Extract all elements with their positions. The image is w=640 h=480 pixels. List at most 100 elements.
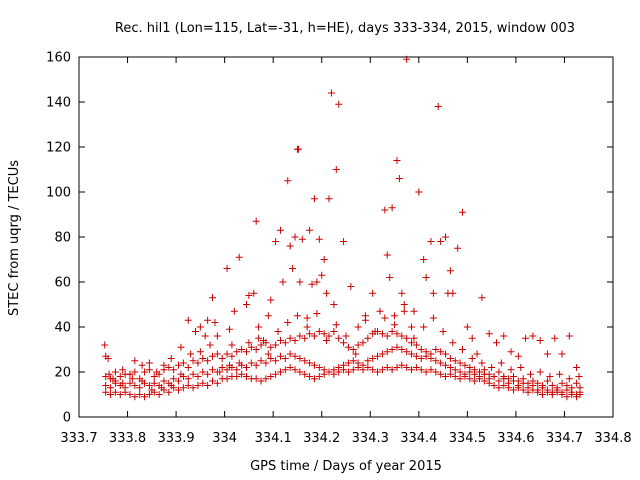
data-point	[378, 350, 386, 358]
data-point	[354, 323, 362, 331]
data-point	[184, 375, 192, 383]
data-point	[138, 377, 146, 385]
data-point	[359, 339, 367, 347]
data-point	[408, 366, 416, 374]
data-point	[281, 366, 289, 374]
data-point	[225, 325, 233, 333]
x-tick-label: 334.4	[400, 431, 437, 446]
data-point	[320, 330, 328, 338]
data-point	[119, 366, 127, 374]
data-point	[138, 361, 146, 369]
data-point	[218, 364, 226, 371]
data-point	[342, 332, 350, 340]
data-point	[301, 357, 309, 365]
data-point	[233, 348, 241, 356]
data-point	[442, 361, 450, 369]
data-point	[286, 242, 294, 250]
data-point	[223, 375, 231, 383]
data-point	[330, 370, 338, 378]
data-point	[449, 339, 457, 347]
data-point	[386, 274, 394, 281]
data-point	[145, 359, 153, 367]
data-point	[466, 368, 474, 376]
data-point	[461, 361, 469, 369]
x-tick-label: 333.7	[60, 431, 97, 446]
data-point	[262, 375, 270, 383]
x-tick-label: 334.3	[352, 431, 389, 446]
data-point	[272, 238, 280, 245]
data-point	[184, 364, 192, 371]
data-point	[412, 341, 420, 349]
data-point	[131, 393, 139, 401]
data-point	[315, 364, 323, 371]
data-point	[204, 370, 212, 378]
data-point	[347, 283, 355, 290]
data-point	[446, 364, 454, 371]
data-point	[340, 238, 348, 245]
data-point	[320, 256, 328, 263]
data-point	[480, 370, 488, 378]
data-point	[272, 357, 280, 365]
data-point	[296, 355, 304, 362]
data-point	[155, 370, 163, 378]
data-point	[250, 289, 258, 297]
data-point	[408, 350, 416, 358]
data-point	[398, 332, 406, 340]
y-tick-label: 60	[54, 276, 71, 291]
data-point	[332, 166, 340, 173]
data-point	[238, 346, 246, 353]
data-point	[315, 328, 323, 335]
data-point	[395, 175, 403, 182]
data-point	[233, 366, 241, 374]
data-point	[296, 368, 304, 376]
data-point	[354, 341, 362, 349]
data-point	[412, 352, 420, 360]
data-point	[383, 364, 391, 371]
data-point	[446, 355, 454, 362]
data-points	[101, 55, 584, 401]
data-point	[573, 379, 581, 387]
data-point	[344, 368, 352, 376]
data-point	[393, 157, 401, 164]
data-point	[534, 388, 542, 396]
data-point	[264, 312, 272, 320]
data-point	[393, 343, 401, 351]
data-point	[126, 370, 134, 378]
data-point	[553, 388, 561, 396]
data-point	[313, 310, 321, 317]
data-point	[548, 391, 556, 398]
data-point	[415, 188, 423, 196]
data-point	[276, 226, 284, 234]
data-point	[456, 375, 464, 383]
data-point	[274, 328, 282, 335]
data-point	[340, 339, 348, 347]
data-point	[434, 103, 442, 110]
data-point	[148, 386, 156, 394]
data-point	[327, 89, 335, 97]
data-point	[463, 323, 471, 331]
data-point	[111, 368, 119, 376]
y-tick-labels: 0 20 40 60 80 100 120 140 160	[46, 51, 71, 426]
data-point	[507, 366, 515, 374]
data-point	[145, 366, 153, 374]
data-point	[111, 388, 119, 396]
data-point	[340, 366, 348, 374]
data-point	[242, 364, 250, 371]
data-point	[315, 235, 323, 243]
data-point	[383, 251, 391, 259]
data-point	[213, 350, 221, 358]
data-point	[388, 328, 396, 335]
data-point	[301, 334, 309, 342]
data-point	[422, 352, 430, 360]
data-point	[318, 271, 326, 279]
data-point	[131, 357, 139, 365]
data-point	[509, 386, 517, 394]
data-point	[111, 379, 119, 387]
data-point	[565, 332, 573, 340]
data-point	[400, 307, 408, 315]
data-point	[539, 384, 547, 392]
data-point	[500, 332, 508, 340]
data-point	[235, 359, 243, 367]
data-point	[267, 373, 275, 380]
